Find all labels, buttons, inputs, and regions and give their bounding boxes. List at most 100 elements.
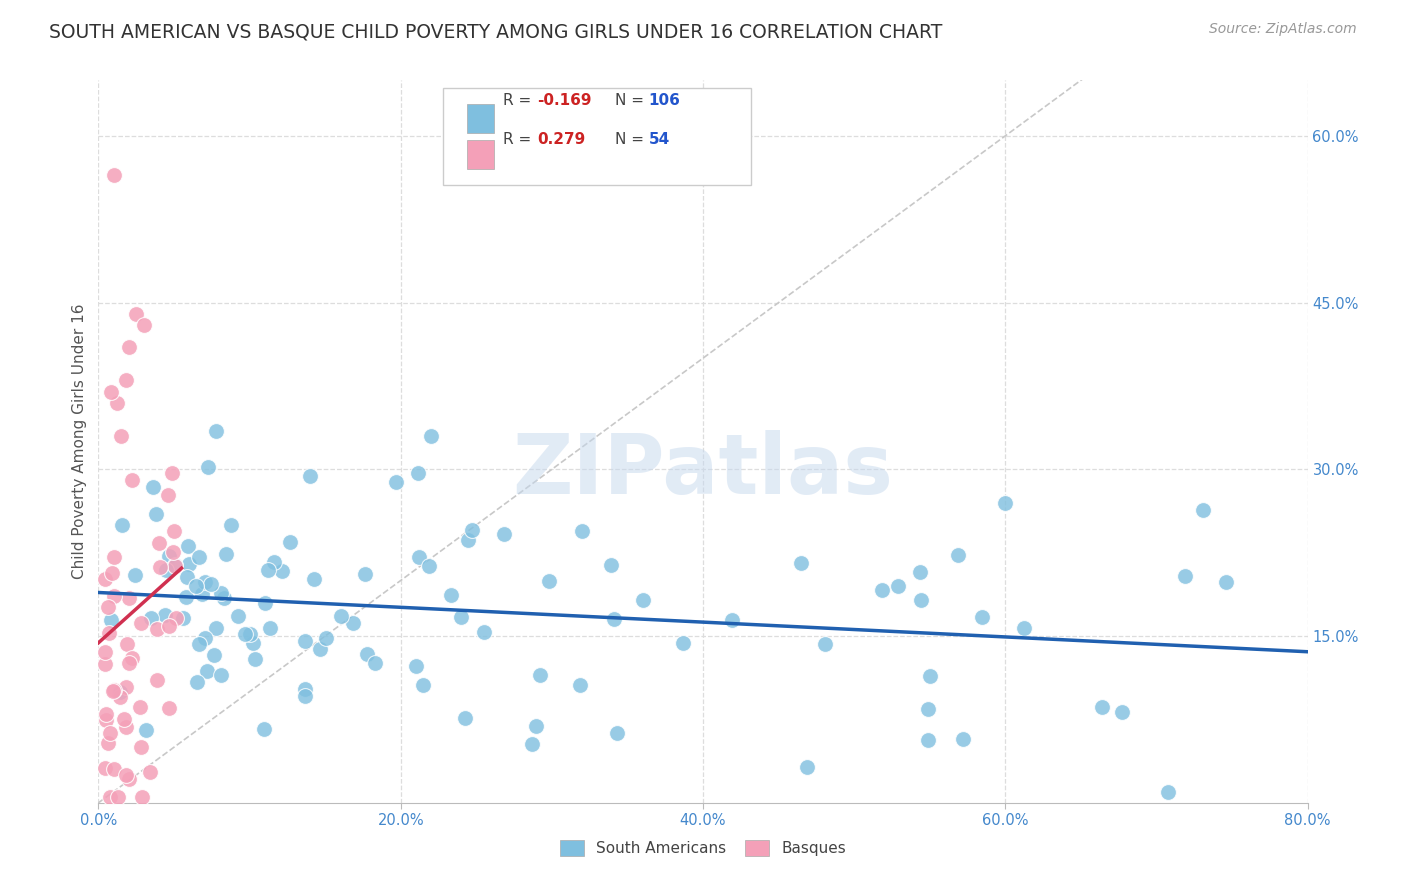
Point	[108, 690, 131, 705]
Point	[129, 740, 152, 755]
Point	[1091, 699, 1114, 714]
Point	[472, 624, 495, 639]
Point	[412, 678, 434, 692]
Point	[917, 733, 939, 747]
Point	[100, 613, 122, 627]
Point	[330, 609, 353, 624]
Point	[259, 622, 281, 636]
Point	[1192, 503, 1215, 517]
Point	[176, 570, 198, 584]
Point	[672, 636, 695, 650]
Text: Source: ZipAtlas.com: Source: ZipAtlas.com	[1209, 22, 1357, 37]
Text: 0.279: 0.279	[537, 132, 585, 147]
Point	[568, 678, 591, 692]
Point	[128, 700, 150, 714]
Point	[194, 574, 217, 589]
Point	[278, 535, 301, 549]
Point	[114, 768, 136, 782]
Point	[408, 466, 430, 480]
Text: R =: R =	[503, 132, 537, 147]
Point	[439, 589, 461, 603]
Point	[253, 595, 276, 609]
Point	[721, 613, 744, 627]
Point	[149, 560, 172, 574]
Point	[100, 566, 122, 581]
Point	[94, 572, 117, 586]
Text: ZIPatlas: ZIPatlas	[513, 430, 893, 511]
Point	[146, 622, 169, 636]
Point	[529, 667, 551, 681]
Text: 106: 106	[648, 93, 681, 108]
Point	[233, 627, 256, 641]
Point	[910, 565, 932, 579]
Point	[520, 737, 543, 751]
Point	[93, 657, 115, 672]
Point	[538, 574, 561, 589]
Point	[796, 760, 818, 774]
Point	[1157, 785, 1180, 799]
Point	[112, 712, 135, 726]
Point	[153, 608, 176, 623]
Point	[163, 524, 186, 539]
Point	[356, 647, 378, 661]
Point	[118, 591, 141, 605]
Point	[603, 612, 626, 626]
Point	[94, 761, 117, 775]
Text: 54: 54	[648, 132, 669, 147]
Point	[271, 564, 294, 578]
Point	[242, 636, 264, 650]
Point	[257, 563, 280, 577]
Point	[195, 664, 218, 678]
Point	[117, 656, 139, 670]
Point	[131, 790, 153, 805]
Point	[524, 719, 547, 733]
Point	[454, 711, 477, 725]
Point	[110, 429, 132, 443]
Point	[294, 681, 316, 696]
Point	[263, 555, 285, 569]
Point	[94, 645, 117, 659]
Point	[1111, 705, 1133, 719]
Point	[132, 318, 155, 332]
Point	[243, 652, 266, 666]
Point	[145, 507, 167, 521]
Point	[221, 518, 243, 533]
Point	[209, 668, 232, 682]
Point	[302, 572, 325, 586]
Point	[1215, 575, 1237, 590]
Point	[191, 587, 214, 601]
Point	[105, 395, 128, 409]
Point	[252, 723, 274, 737]
Point	[111, 517, 134, 532]
Point	[309, 642, 332, 657]
Point	[385, 475, 408, 489]
Point	[172, 611, 194, 625]
Point	[599, 558, 621, 573]
Point	[115, 720, 138, 734]
Point	[418, 558, 440, 573]
Point	[790, 556, 813, 570]
Point	[364, 657, 387, 671]
Point	[121, 474, 143, 488]
Point	[179, 557, 201, 571]
Point	[209, 585, 232, 599]
Point	[299, 469, 322, 483]
Point	[194, 631, 217, 645]
Point	[125, 307, 148, 321]
Point	[186, 579, 208, 593]
Point	[94, 706, 117, 721]
Point	[139, 765, 162, 780]
Point	[176, 539, 198, 553]
Point	[115, 680, 138, 694]
Point	[631, 593, 654, 607]
Point	[129, 615, 152, 630]
Point	[103, 763, 125, 777]
Point	[97, 599, 120, 614]
Point	[917, 702, 939, 716]
Point	[202, 648, 225, 662]
Point	[315, 632, 337, 646]
Point	[114, 373, 136, 387]
Point	[97, 736, 120, 750]
Point	[148, 535, 170, 549]
Point	[197, 460, 219, 475]
